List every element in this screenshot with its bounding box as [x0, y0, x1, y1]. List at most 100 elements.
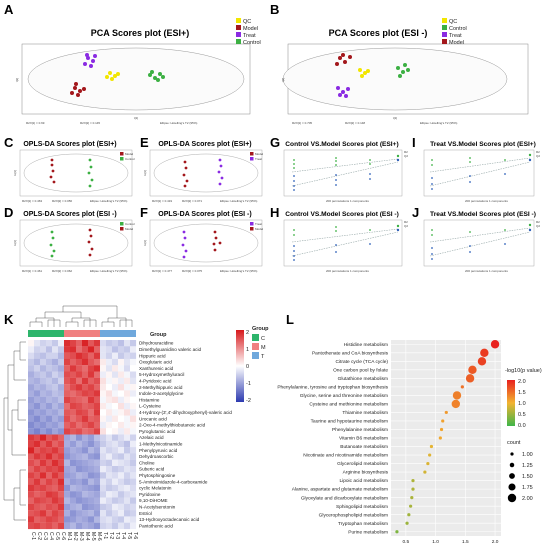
heatmap-group-header: Group: [150, 332, 167, 338]
panel-e-plot-area: [149, 149, 263, 197]
bubble-grid: [391, 340, 501, 536]
heatmap-cell: [34, 409, 41, 416]
legend-label-model: Model: [125, 227, 134, 231]
heatmap-row-label: Pyroglutamic acid: [139, 429, 176, 434]
heatmap-cell: [100, 352, 107, 359]
heatmap-row-label: 4-Pyridoxic acid: [139, 379, 172, 384]
heatmap-cell: [82, 390, 89, 397]
heatmap-cell: [28, 478, 35, 485]
heatmap-row-label: Dehydroascorbic: [139, 454, 174, 459]
bubble-x-tick-label: 1.5: [462, 539, 469, 545]
panel-h-xaxis: 200 permutations 1 components: [326, 269, 369, 273]
heatmap-cell: [100, 415, 107, 422]
heatmap-cell: [52, 453, 59, 460]
heatmap-cell: [58, 352, 65, 359]
heatmap-cell: [76, 491, 83, 498]
heatmap-cell: [70, 472, 77, 479]
heatmap-cell: [40, 403, 47, 410]
legend-swatch-control: [120, 222, 124, 226]
heatmap-column-label: T-3: [114, 532, 120, 539]
heatmap-cell: [52, 352, 59, 359]
heatmap-column-dendrogram: [29, 305, 133, 327]
heatmap-cell: [124, 510, 131, 517]
heatmap-cell: [112, 403, 119, 410]
heatmap-cell: [82, 440, 89, 448]
heatmap-cell: [28, 428, 35, 435]
heatmap-cell: [28, 346, 35, 353]
legend-swatch-model: [120, 152, 124, 156]
bubble-size-legend-title: count: [507, 440, 521, 446]
heatmap-cell: [52, 516, 59, 523]
heatmap-cell: [100, 340, 107, 347]
panel-l: L Histidine metabolism Pantothenate and C…: [277, 312, 542, 545]
heatmap-cell: [70, 516, 77, 523]
bubble-points: [395, 340, 500, 534]
heatmap-cell: [58, 478, 65, 485]
bubble-size-label: 2.00: [522, 496, 533, 502]
heatmap-cell: [46, 396, 53, 404]
heatmap-cell: [118, 340, 125, 347]
heatmap-cell: [58, 491, 65, 498]
panel-j-q2-line: [429, 231, 531, 257]
heatmap-column-label: T-1: [102, 532, 108, 539]
legend-swatch-qc: [442, 18, 447, 23]
heatmap-row-label: Xanthurenic acid: [139, 366, 174, 371]
heatmap-cell: [76, 396, 83, 404]
heatmap-cell: [70, 409, 77, 416]
heatmap-cell: [112, 365, 119, 372]
heatmap-cell: [28, 503, 35, 511]
heatmap-cell: [76, 497, 83, 504]
heatmap-row-label: 9,10-DiHOME: [139, 498, 168, 503]
heatmap-cell: [118, 390, 125, 397]
heatmap-cell: [70, 466, 77, 473]
bubble-size-label: 1.00: [522, 452, 533, 458]
bubble-color-tick-label: 2.0: [518, 379, 526, 385]
heatmap-cell: [130, 403, 137, 410]
panel-i-q2-line: [429, 161, 531, 187]
panel-i-r2-points: [431, 153, 532, 166]
panel-f-yaxis: to[1]: [143, 240, 147, 246]
panel-e-footer-1: R2X[1] = 0.419: [152, 199, 172, 203]
heatmap-cell: [118, 522, 125, 530]
heatmap-cell: [52, 510, 59, 517]
heatmap-cell: [112, 453, 119, 460]
heatmap-cell: [112, 491, 119, 498]
heatmap-cell: [58, 472, 65, 479]
heatmap-cell: [130, 447, 137, 454]
bubble-category-label: Taurine and hypotaurine metabolism: [311, 419, 388, 425]
heatmap-cell: [88, 384, 95, 391]
panel-h-r2-line: [291, 228, 399, 243]
heatmap-cell: [106, 415, 113, 422]
heatmap-cell: [106, 503, 113, 511]
heatmap-cell: [40, 377, 47, 385]
heatmap-cell: [130, 352, 137, 359]
heatmap-cell: [106, 346, 113, 353]
heatmap-cell: [58, 497, 65, 504]
heatmap-cell: [124, 358, 131, 366]
heatmap-cell: [82, 396, 89, 404]
heatmap-cell: [34, 484, 41, 492]
bubble-color-tick-label: 1.5: [518, 390, 526, 396]
heatmap-cell: [64, 510, 71, 517]
heatmap-cell: [70, 390, 77, 397]
heatmap-cell: [76, 340, 83, 347]
bubble-size-label: 1.50: [522, 474, 533, 480]
heatmap-cell: [28, 352, 35, 359]
heatmap-cell: [76, 352, 83, 359]
panel-a: A PCA Scores plot (ESI+) t[2] t[1] R2X[1…: [4, 2, 261, 125]
heatmap-cell: [88, 346, 95, 353]
panel-b-footer-1: R2X[1] = 0.705: [292, 121, 312, 125]
heatmap-cell: [46, 453, 53, 460]
bubble-point: [411, 479, 415, 483]
heatmap-cell: [46, 497, 53, 504]
heatmap-cell: [118, 466, 125, 473]
heatmap-cell: [40, 434, 47, 441]
legend-label-qc: QC: [243, 19, 251, 25]
heatmap-cell: [64, 396, 71, 404]
panel-e-points-model: [182, 160, 189, 188]
heatmap-cell: [106, 478, 113, 485]
heatmap-cell: [70, 440, 77, 448]
heatmap-cell: [130, 384, 137, 391]
heatmap-cell: [106, 358, 113, 366]
heatmap-cell: [52, 421, 59, 429]
